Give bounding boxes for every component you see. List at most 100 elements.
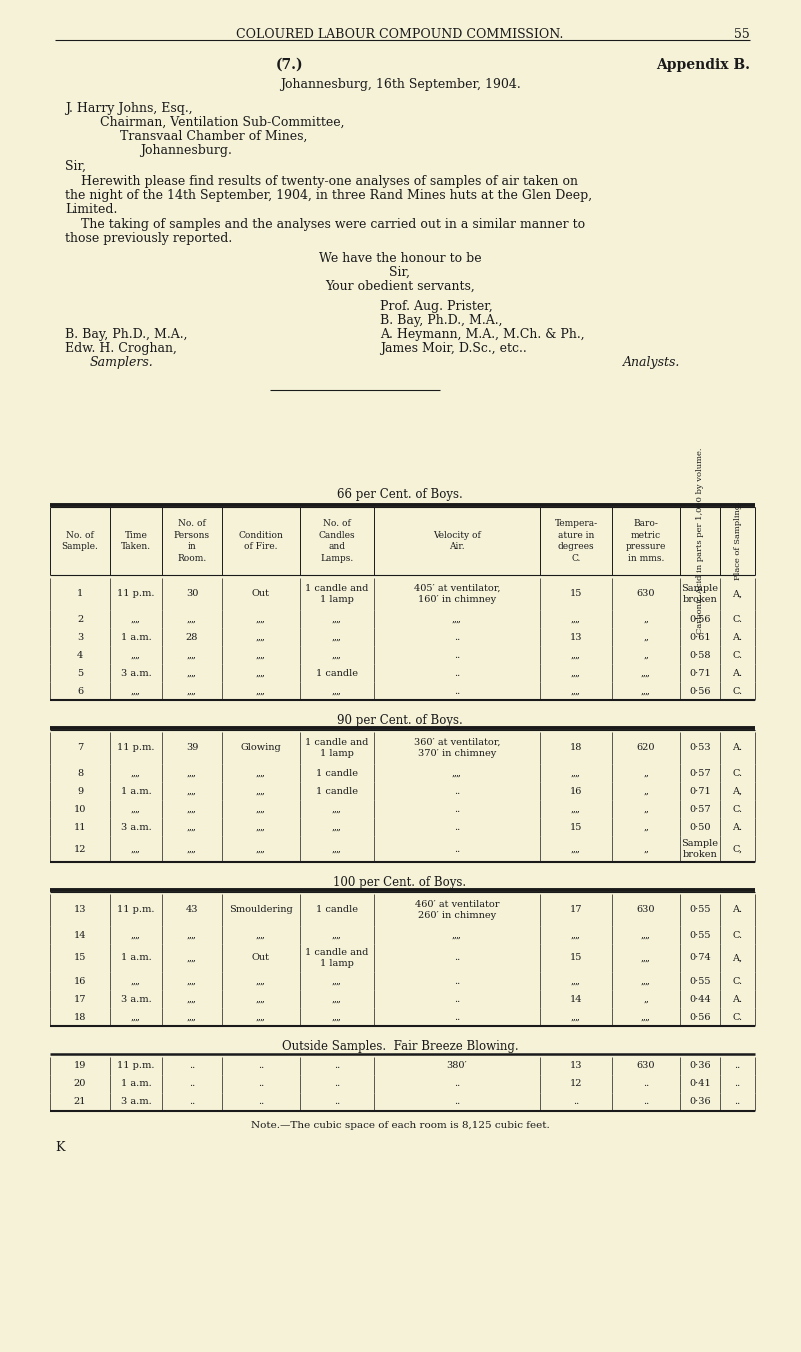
Text: Johannesburg.: Johannesburg.	[140, 145, 231, 157]
Text: „„: „„	[332, 822, 342, 831]
Text: ..: ..	[454, 633, 460, 641]
Text: A,: A,	[732, 953, 743, 963]
Text: Outside Samples.  Fair Breeze Blowing.: Outside Samples. Fair Breeze Blowing.	[282, 1040, 518, 1053]
Text: ..: ..	[258, 1079, 264, 1088]
Text: K: K	[55, 1141, 65, 1155]
Text: 630: 630	[637, 906, 655, 914]
Text: 13: 13	[570, 633, 582, 641]
Text: 1 candle and
1 lamp: 1 candle and 1 lamp	[305, 738, 368, 758]
Text: „„: „„	[641, 1013, 651, 1022]
Text: ..: ..	[735, 1079, 741, 1088]
Text: „„: „„	[332, 633, 342, 641]
Text: ..: ..	[454, 845, 460, 853]
Text: 0·74: 0·74	[689, 953, 710, 963]
Text: 15: 15	[570, 589, 582, 599]
Text: „„: „„	[187, 995, 197, 1003]
Text: „„: „„	[332, 995, 342, 1003]
Text: C.: C.	[732, 804, 743, 814]
Text: „„: „„	[256, 1013, 266, 1022]
Text: 3 a.m.: 3 a.m.	[121, 1098, 151, 1106]
Text: „„: „„	[131, 687, 141, 695]
Text: „„: „„	[571, 650, 581, 660]
Text: „„: „„	[641, 953, 651, 963]
Text: 30: 30	[186, 589, 198, 599]
Text: 0·61: 0·61	[689, 633, 710, 641]
Text: 12: 12	[74, 845, 87, 853]
Text: 10: 10	[74, 804, 87, 814]
Text: those previously reported.: those previously reported.	[65, 233, 232, 245]
Text: 0·58: 0·58	[689, 650, 710, 660]
Text: „„: „„	[187, 787, 197, 795]
Text: the night of the 14th September, 1904, in three Rand Mines huts at the Glen Deep: the night of the 14th September, 1904, i…	[65, 189, 592, 201]
Text: „„: „„	[332, 845, 342, 853]
Text: „„: „„	[187, 687, 197, 695]
Text: 13: 13	[570, 1061, 582, 1071]
Text: 19: 19	[74, 1061, 87, 1071]
Text: Glowing: Glowing	[240, 744, 281, 753]
Text: 1 candle and
1 lamp: 1 candle and 1 lamp	[305, 584, 368, 604]
Text: „„: „„	[571, 1013, 581, 1022]
Text: Condition
of Fire.: Condition of Fire.	[239, 530, 284, 552]
Text: Sir,: Sir,	[389, 266, 410, 279]
Text: 3 a.m.: 3 a.m.	[121, 995, 151, 1003]
Text: 2: 2	[77, 615, 83, 623]
Text: C.: C.	[732, 930, 743, 940]
Text: 0·56: 0·56	[689, 615, 710, 623]
Text: 13: 13	[74, 906, 87, 914]
Text: „„: „„	[571, 615, 581, 623]
Text: Tempera-
ature in
degrees
C.: Tempera- ature in degrees C.	[554, 519, 598, 564]
Text: „„: „„	[332, 976, 342, 986]
Text: 11 p.m.: 11 p.m.	[117, 1061, 155, 1071]
Text: Sample
broken: Sample broken	[682, 584, 718, 604]
Text: 1: 1	[77, 589, 83, 599]
Text: „„: „„	[131, 768, 141, 777]
Text: „„: „„	[452, 930, 462, 940]
Text: 15: 15	[570, 822, 582, 831]
Text: 17: 17	[74, 995, 87, 1003]
Text: „„: „„	[187, 1013, 197, 1022]
Text: C.: C.	[732, 1013, 743, 1022]
Text: „„: „„	[332, 804, 342, 814]
Text: 16: 16	[570, 787, 582, 795]
Text: „: „	[643, 804, 649, 814]
Text: 360′ at ventilator,
370′ in chimney: 360′ at ventilator, 370′ in chimney	[414, 738, 501, 758]
Text: No. of
Persons
in
Room.: No. of Persons in Room.	[174, 519, 210, 564]
Text: ..: ..	[454, 668, 460, 677]
Text: Appendix B.: Appendix B.	[656, 58, 750, 72]
Text: ..: ..	[258, 1061, 264, 1071]
Text: Johannesburg, 16th September, 1904.: Johannesburg, 16th September, 1904.	[280, 78, 521, 91]
Text: A. Heymann, M.A., M.Ch. & Ph.,: A. Heymann, M.A., M.Ch. & Ph.,	[380, 329, 585, 341]
Text: „„: „„	[256, 976, 266, 986]
Text: 20: 20	[74, 1079, 87, 1088]
Text: „„: „„	[256, 650, 266, 660]
Text: 1 a.m.: 1 a.m.	[121, 787, 151, 795]
Text: „„: „„	[187, 822, 197, 831]
Text: „„: „„	[571, 845, 581, 853]
Text: „: „	[643, 650, 649, 660]
Text: „„: „„	[187, 930, 197, 940]
Text: Baro-
metric
pressure
in mms.: Baro- metric pressure in mms.	[626, 519, 666, 564]
Text: „„: „„	[131, 976, 141, 986]
Text: „„: „„	[571, 930, 581, 940]
Text: ..: ..	[454, 1079, 460, 1088]
Text: ..: ..	[334, 1061, 340, 1071]
Text: „„: „„	[332, 930, 342, 940]
Text: 11 p.m.: 11 p.m.	[117, 744, 155, 753]
Text: „„: „„	[256, 845, 266, 853]
Text: 100 per Cent. of Boys.: 100 per Cent. of Boys.	[333, 876, 466, 890]
Text: „„: „„	[256, 822, 266, 831]
Text: Limited.: Limited.	[65, 203, 118, 216]
Text: „„: „„	[256, 668, 266, 677]
Text: ..: ..	[454, 953, 460, 963]
Text: Carbonic Acid in parts per 1,000 by volume.: Carbonic Acid in parts per 1,000 by volu…	[696, 448, 704, 634]
Text: A,: A,	[732, 589, 743, 599]
Text: 1 a.m.: 1 a.m.	[121, 953, 151, 963]
Text: Prof. Aug. Prister,: Prof. Aug. Prister,	[380, 300, 493, 314]
Text: ..: ..	[334, 1079, 340, 1088]
Text: 21: 21	[74, 1098, 87, 1106]
Text: „„: „„	[187, 650, 197, 660]
Text: 6: 6	[77, 687, 83, 695]
Text: 620: 620	[637, 744, 655, 753]
Text: 18: 18	[570, 744, 582, 753]
Text: „„: „„	[332, 650, 342, 660]
